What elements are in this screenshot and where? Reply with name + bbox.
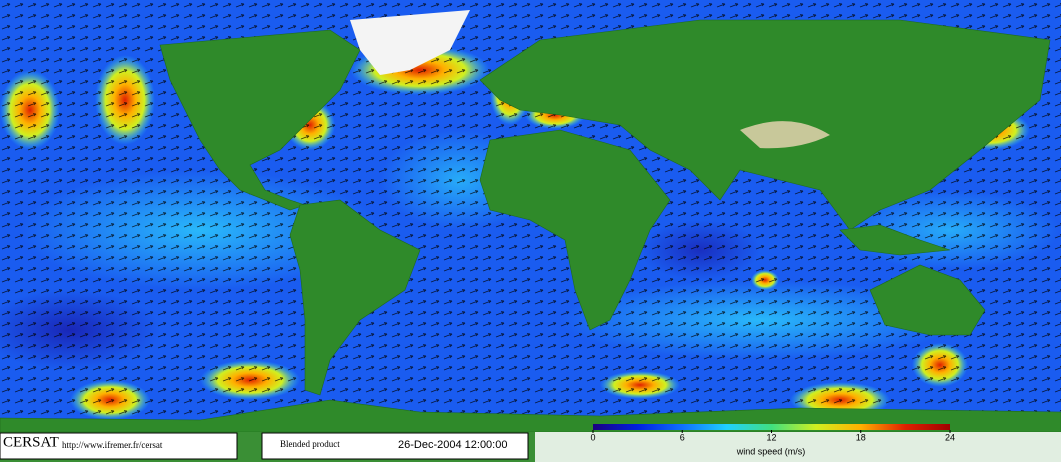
colorbar-tick-label: 24 [945, 432, 955, 442]
credit-box [0, 432, 238, 460]
logo: CERSAT [3, 434, 59, 450]
colorbar-tick-label: 0 [590, 432, 595, 442]
plateau [740, 121, 830, 149]
product-box [261, 432, 529, 460]
colorbar-label: wind speed (m/s) [736, 446, 806, 456]
colorbar [593, 424, 950, 430]
colorbar-tick-label: 18 [856, 432, 866, 442]
product: Blended product [280, 439, 340, 449]
url: http://www.ifremer.fr/cersat [62, 440, 163, 450]
colorbar-panel [535, 432, 1061, 462]
date: 26-Dec-2004 12:00:00 [398, 439, 507, 451]
greenland [350, 10, 470, 75]
colorbar-tick-label: 12 [766, 432, 776, 442]
colorbar-tick-label: 6 [680, 432, 685, 442]
